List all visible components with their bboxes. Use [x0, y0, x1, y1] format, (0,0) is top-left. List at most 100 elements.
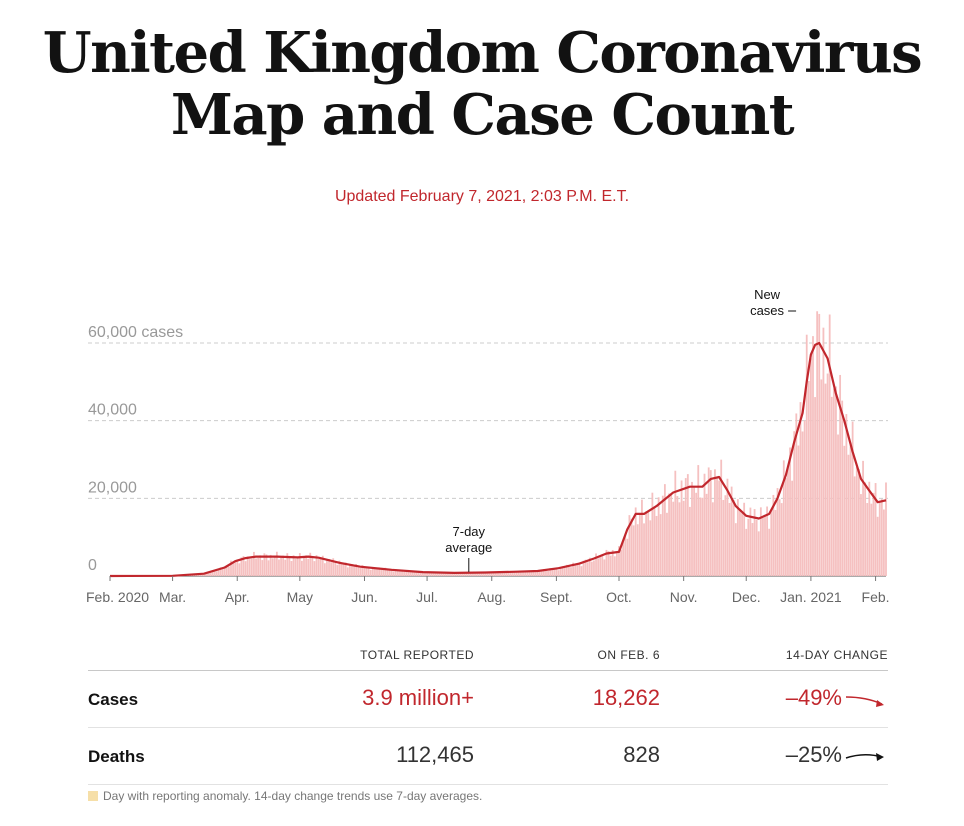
daily-bar	[520, 570, 522, 576]
daily-bar	[405, 571, 408, 576]
daily-bar	[517, 572, 520, 576]
daily-bar	[505, 572, 508, 576]
daily-bar	[751, 523, 754, 576]
daily-bar	[580, 566, 583, 576]
daily-bar	[762, 517, 764, 576]
daily-bar	[342, 562, 345, 576]
daily-bar	[319, 557, 322, 576]
daily-bar	[430, 571, 433, 576]
daily-bar	[739, 509, 741, 576]
daily-bar	[511, 572, 514, 576]
deaths-change: –25%	[785, 742, 842, 767]
daily-bar	[359, 568, 362, 576]
daily-bar	[376, 568, 378, 576]
daily-bar	[353, 566, 355, 576]
x-tick-label: Feb. 2020	[86, 589, 149, 605]
daily-bar	[684, 478, 687, 576]
daily-bar	[492, 571, 495, 576]
daily-bar	[240, 557, 243, 576]
daily-bar	[453, 572, 456, 576]
daily-bar	[653, 507, 656, 576]
daily-bar	[682, 500, 685, 576]
daily-bar	[810, 358, 812, 576]
daily-bar	[396, 569, 399, 576]
daily-bar	[369, 569, 372, 576]
daily-bar	[693, 487, 695, 576]
daily-bar	[228, 566, 230, 576]
daily-bar	[315, 555, 318, 576]
daily-bar	[576, 563, 579, 576]
daily-bar	[799, 402, 802, 576]
daily-bar	[309, 552, 312, 576]
daily-bar	[812, 336, 814, 576]
daily-bar	[334, 562, 337, 576]
daily-bar	[522, 571, 524, 576]
daily-bar	[463, 571, 466, 576]
daily-bar	[238, 563, 241, 576]
x-tick-label: Mar.	[159, 589, 186, 605]
daily-bar	[388, 569, 391, 576]
daily-bar	[363, 567, 366, 576]
daily-bar	[868, 481, 871, 576]
daily-bar	[526, 570, 529, 576]
daily-bar	[864, 482, 867, 576]
deaths-label: Deaths	[88, 747, 145, 766]
daily-bar	[384, 567, 387, 576]
daily-bar	[215, 571, 218, 576]
daily-bar	[392, 571, 395, 576]
daily-bar	[532, 570, 535, 576]
daily-bar	[374, 567, 376, 576]
daily-bar	[734, 523, 737, 576]
daily-bar	[499, 571, 501, 576]
daily-bar	[284, 559, 287, 576]
daily-bar	[726, 478, 729, 576]
daily-bar	[805, 334, 808, 576]
daily-bar	[419, 571, 422, 576]
y-tick-label: 0	[88, 557, 97, 574]
daily-bar	[253, 551, 255, 576]
daily-bar	[847, 454, 850, 576]
daily-bar	[551, 569, 554, 576]
axis-labels: 0 20,000 40,000 60,000 cases Feb. 2020 Mar. Ap…	[86, 324, 890, 605]
daily-bar	[795, 413, 798, 576]
daily-bar	[820, 379, 823, 576]
page-title: United Kingdom Coronavirus Map and Case …	[0, 22, 964, 146]
daily-bar	[442, 572, 445, 576]
daily-bar	[607, 551, 610, 576]
daily-bar	[803, 420, 806, 576]
daily-bar	[294, 558, 297, 576]
cases-row: Cases 3.9 million+ 18,262 –49%	[88, 671, 888, 728]
daily-bar	[457, 572, 460, 576]
daily-bar	[417, 570, 420, 576]
daily-bar	[599, 555, 602, 576]
daily-bar	[853, 476, 856, 576]
daily-bar	[724, 495, 727, 576]
daily-bar	[280, 557, 282, 576]
daily-bar	[357, 567, 360, 576]
seven-day-average-layer	[109, 341, 887, 578]
daily-bar	[872, 492, 875, 576]
daily-bar	[561, 566, 564, 576]
daily-bar	[422, 572, 424, 576]
cases-label: Cases	[88, 690, 139, 709]
daily-bar	[568, 566, 570, 576]
daily-bar	[234, 562, 237, 576]
daily-bar	[497, 571, 499, 576]
daily-bar	[547, 570, 549, 576]
daily-bar	[403, 571, 406, 576]
anomaly-swatch	[88, 791, 98, 801]
daily-bar	[365, 566, 368, 576]
daily-bar	[703, 473, 706, 576]
daily-bar	[883, 509, 885, 576]
deaths-on-date: 828	[623, 742, 660, 767]
daily-bar	[565, 564, 568, 576]
daily-bar	[759, 507, 762, 576]
daily-bar	[866, 503, 869, 576]
daily-bar	[244, 561, 247, 576]
daily-bar	[749, 507, 752, 576]
daily-bar	[689, 506, 691, 576]
daily-bar	[355, 564, 358, 576]
daily-bar	[323, 563, 326, 576]
header-total: TOTAL REPORTED	[360, 648, 474, 662]
daily-bar	[722, 499, 725, 576]
